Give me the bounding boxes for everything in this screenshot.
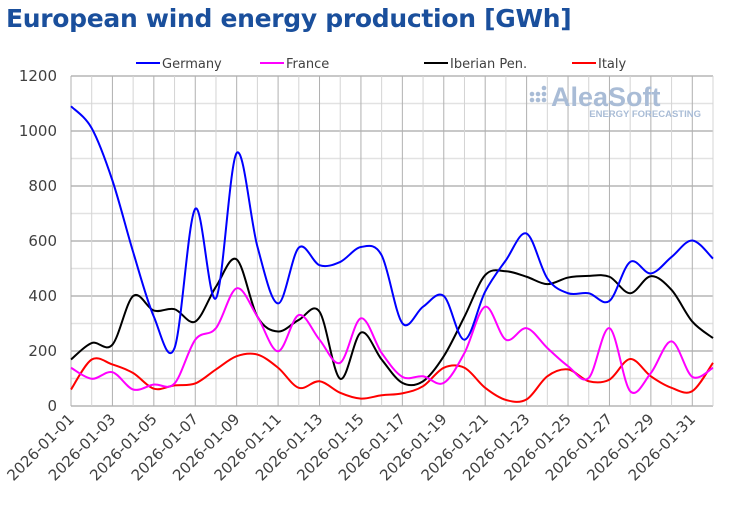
series-line-france [70, 287, 714, 394]
y-tick-label: 1200 [19, 67, 57, 85]
series-line-italy [70, 352, 714, 403]
legend-label: Germany [162, 57, 222, 72]
y-tick-label: 1000 [19, 122, 57, 140]
watermark-tagline: ENERGY FORECASTING [589, 109, 701, 120]
y-tick-label: 400 [28, 287, 57, 305]
y-tick-label: 600 [28, 232, 57, 250]
legend-label: Iberian Pen. [450, 57, 527, 72]
y-tick-label: 0 [47, 397, 57, 415]
aleasoft-logo [529, 85, 547, 103]
legend-label: France [286, 57, 329, 72]
series-line-iberian-pen [70, 257, 714, 387]
y-tick-label: 800 [28, 177, 57, 195]
y-tick-label: 200 [28, 342, 57, 360]
chart-title: European wind energy production [GWh] [6, 4, 572, 33]
legend-label: Italy [598, 57, 627, 72]
watermark-brand: AleaSoft [551, 82, 661, 112]
series-line-germany [70, 105, 714, 355]
